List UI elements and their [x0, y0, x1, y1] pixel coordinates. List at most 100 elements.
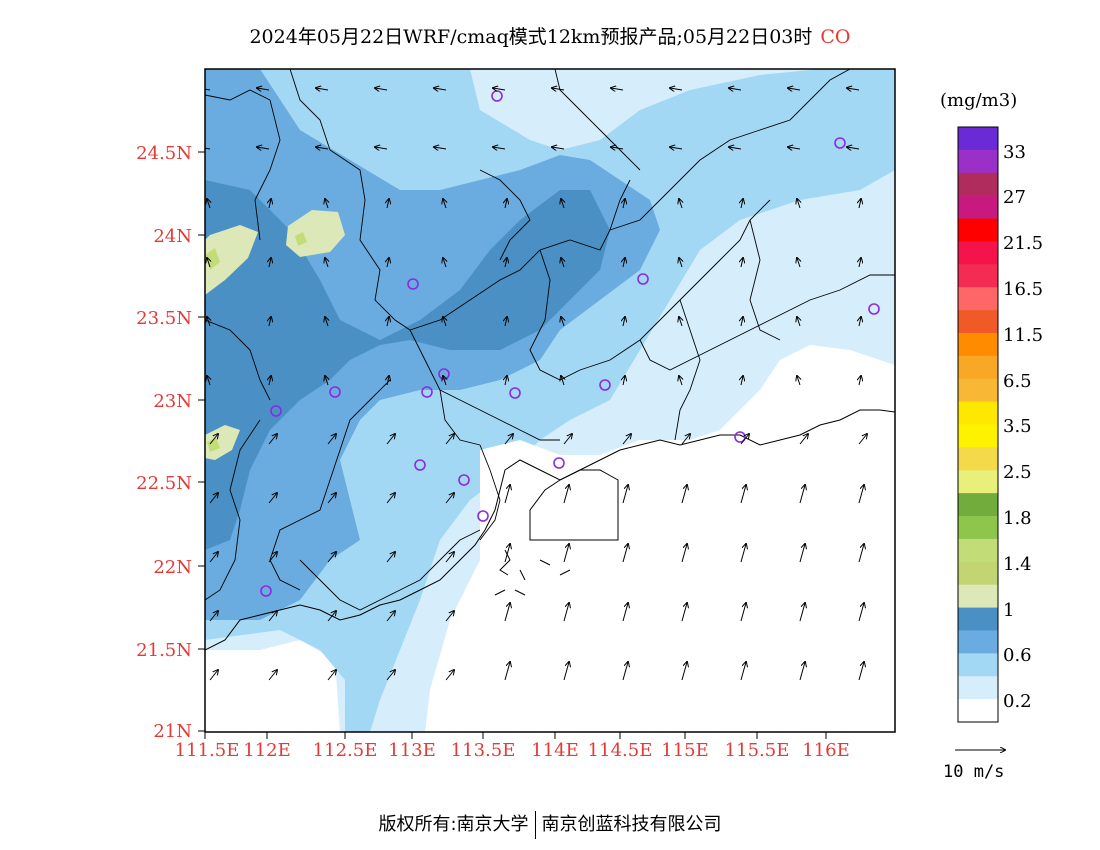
wind-arrow: [788, 147, 801, 149]
title-species: CO: [820, 26, 851, 48]
colorbar-swatch: [958, 241, 998, 265]
wind-arrow: [209, 670, 218, 681]
colorbar-frame: [957, 126, 999, 723]
wind-arrow: [443, 376, 446, 386]
wind-arrow: [740, 485, 746, 504]
wind-arrow: [788, 88, 801, 90]
wind-arrow: [623, 258, 625, 268]
wind-arrow: [622, 662, 628, 681]
wind-arrow: [741, 317, 743, 327]
lat-label: 21N: [153, 721, 192, 742]
lat-label: 22N: [153, 557, 192, 578]
wind-arrow: [325, 376, 328, 386]
colorbar-label: 21.5: [1003, 233, 1044, 254]
wind-arrow: [563, 485, 569, 504]
wind-arrow: [681, 603, 687, 622]
colorbar-swatch: [958, 424, 998, 448]
wind-arrow: [209, 434, 218, 445]
wind-arrow: [445, 611, 454, 622]
wind-arrow: [443, 317, 446, 327]
wind-arrow: [622, 603, 628, 622]
wind-arrow: [268, 670, 277, 681]
wind-arrow: [327, 670, 336, 681]
wind-arrow: [493, 88, 506, 90]
wind-arrow: [327, 434, 336, 445]
wind-arrow: [797, 199, 800, 209]
wind-arrow: [386, 611, 395, 622]
colorbar-swatch: [958, 287, 998, 311]
wind-arrow: [681, 544, 687, 563]
wind-arrow: [269, 199, 271, 209]
wind-arrow: [316, 147, 329, 149]
wind-arrow: [257, 88, 270, 90]
wind-arrow: [799, 485, 805, 504]
wind-arrow: [741, 199, 743, 209]
wind-arrow: [679, 376, 682, 386]
colorbar-swatch: [958, 630, 998, 654]
wind-arrow: [622, 434, 631, 445]
lat-label: 23.5N: [136, 308, 192, 329]
colorbar-swatch: [958, 355, 998, 380]
wind-arrow: [269, 258, 271, 268]
lon-label: 113E: [388, 740, 436, 761]
wind-arrow: [561, 199, 564, 209]
colorbar: [957, 126, 999, 723]
wind-arrow: [623, 199, 625, 209]
wind-arrow: [327, 493, 336, 504]
colorbar-swatch: [958, 172, 998, 196]
wind-arrow: [561, 317, 564, 327]
wind-arrow: [740, 603, 746, 622]
wind-arrow: [859, 376, 861, 386]
wind-arrow: [858, 544, 864, 563]
lat-label: 24.5N: [136, 143, 192, 164]
footer-separator: [534, 811, 536, 839]
wind-arrow: [859, 258, 861, 268]
boundary-lines: [205, 69, 895, 611]
wind-arrow: [209, 611, 218, 622]
legend-units: (mg/m3): [940, 90, 1018, 111]
wind-arrow: [327, 552, 336, 563]
colorbar-swatch: [958, 538, 998, 563]
colorbar-label: 3.5: [1003, 416, 1032, 437]
wind-arrow: [387, 258, 389, 268]
colorbar-label: 6.5: [1003, 371, 1032, 392]
wind-arrow: [561, 376, 564, 386]
wind-arrow: [209, 552, 218, 563]
colorbar-swatch: [958, 195, 998, 219]
lon-label: 112.5E: [312, 740, 378, 761]
colorbar-label: 27: [1003, 187, 1026, 208]
colorbar-swatch: [958, 699, 998, 723]
wind-arrow: [859, 199, 861, 209]
wind-arrow: [445, 434, 454, 445]
lat-label: 22.5N: [136, 473, 192, 494]
colorbar-swatch: [958, 470, 998, 494]
colorbar-swatch: [958, 378, 998, 402]
wind-arrow: [268, 434, 277, 445]
wind-arrow: [504, 544, 510, 563]
wind-arrow: [505, 258, 507, 268]
wind-arrow: [504, 485, 510, 504]
wind-arrow: [847, 88, 860, 90]
colorbar-label: 0.6: [1003, 645, 1032, 666]
wind-arrow: [386, 670, 395, 681]
colorbar-swatch: [958, 447, 998, 471]
map-title: 2024年05月22日WRF/cmaq模式12km预报产品;05月22日03时 C…: [0, 22, 1100, 49]
wind-arrow: [325, 317, 328, 327]
wind-arrow: [386, 434, 395, 445]
lon-label: 112E: [243, 740, 291, 761]
colorbar-swatch: [958, 332, 998, 357]
colorbar-swatch: [958, 149, 998, 174]
wind-arrow: [209, 493, 218, 504]
lon-label: 115.5E: [724, 740, 790, 761]
wind-arrow: [268, 611, 277, 622]
colorbar-label: 33: [1003, 142, 1026, 163]
lat-label: 24N: [153, 226, 192, 247]
title-main: 2024年05月22日WRF/cmaq模式12km预报产品;05月22日03时: [249, 26, 813, 48]
wind-arrow: [799, 662, 805, 681]
lon-label: 116E: [802, 740, 850, 761]
wind-arrow: [325, 199, 328, 209]
colorbar-swatch: [958, 493, 998, 517]
wind-arrow: [505, 199, 507, 209]
wind-arrow: [443, 199, 446, 209]
wind-arrow: [387, 199, 389, 209]
